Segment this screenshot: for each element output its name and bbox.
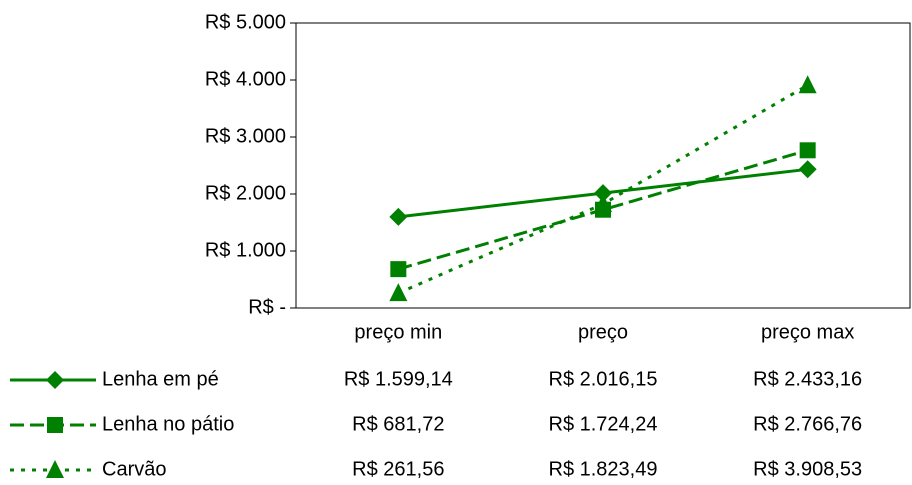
table-value: R$ 681,72	[352, 413, 444, 435]
table-value: R$ 2.016,15	[549, 368, 658, 390]
legend-marker	[46, 371, 64, 389]
marker	[799, 142, 816, 159]
legend-label: Lenha no pátio	[102, 413, 234, 435]
marker	[389, 283, 408, 302]
y-tick-label: R$ 4.000	[205, 68, 286, 90]
table-value: R$ 3.908,53	[753, 458, 862, 480]
marker	[390, 261, 407, 278]
marker	[594, 184, 612, 203]
y-tick-label: R$ 2.000	[205, 182, 286, 204]
x-tick-label: preço min	[354, 321, 442, 343]
x-tick-label: preço max	[761, 321, 854, 343]
legend-label: Carvão	[102, 458, 166, 480]
y-tick-label: R$ -	[248, 296, 286, 318]
legend-marker	[46, 460, 64, 478]
y-tick-label: R$ 5.000	[205, 11, 286, 33]
y-tick-label: R$ 3.000	[205, 125, 286, 147]
table-value: R$ 2.766,76	[753, 413, 862, 435]
legend-label: Lenha em pé	[102, 368, 219, 390]
marker	[798, 160, 817, 179]
plot-area	[295, 22, 911, 309]
y-tick-label: R$ 1.000	[205, 239, 286, 261]
marker	[798, 75, 817, 94]
table-value: R$ 261,56	[352, 458, 444, 480]
legend-marker	[47, 417, 63, 433]
table-value: R$ 2.433,16	[753, 368, 862, 390]
x-tick-label: preço	[578, 321, 628, 343]
marker	[594, 194, 612, 213]
table-value: R$ 1.823,49	[549, 458, 658, 480]
table-value: R$ 1.599,14	[344, 368, 453, 390]
table-value: R$ 1.724,24	[549, 413, 658, 435]
marker	[389, 207, 408, 226]
